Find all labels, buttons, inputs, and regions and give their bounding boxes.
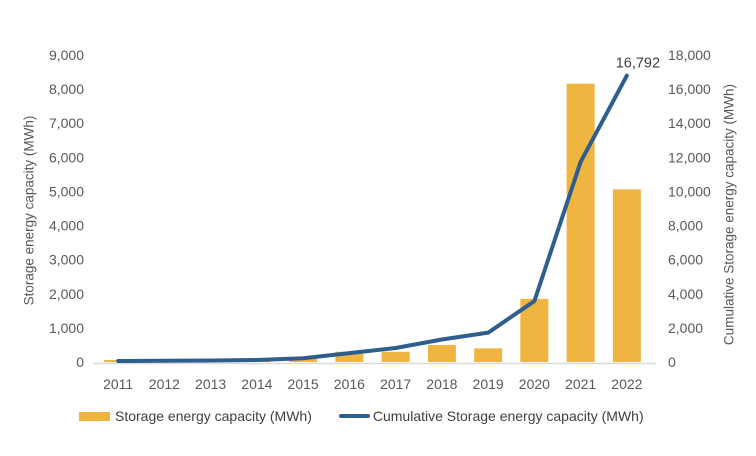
- left-axis-tick: 3,000: [49, 252, 84, 268]
- right-axis-tick: 2,000: [668, 320, 703, 336]
- legend: Storage energy capacity (MWh) Cumulative…: [79, 407, 644, 425]
- right-axis-tick: 4,000: [668, 286, 703, 302]
- right-axis-tick: 6,000: [668, 252, 703, 268]
- legend-item-storage: Storage energy capacity (MWh): [79, 407, 312, 425]
- bar-2016: [335, 351, 364, 362]
- legend-item-cumulative: Cumulative Storage energy capacity (MWh): [338, 407, 644, 425]
- bar-2015: [289, 358, 318, 362]
- left-axis-tick: 7,000: [49, 115, 84, 131]
- x-axis-tick-2020: 2020: [519, 376, 550, 392]
- x-axis-tick-2013: 2013: [195, 376, 226, 392]
- right-axis-tick: 10,000: [668, 183, 711, 199]
- right-axis-tick: 18,000: [668, 47, 711, 63]
- right-axis-tick: 14,000: [668, 115, 711, 131]
- left-axis-tick: 6,000: [49, 149, 84, 165]
- x-axis-tick-2018: 2018: [426, 376, 457, 392]
- x-axis-tick-2014: 2014: [241, 376, 272, 392]
- right-axis-tick: 8,000: [668, 218, 703, 234]
- right-axis-tick: 0: [668, 354, 676, 370]
- x-axis-tick-2017: 2017: [380, 376, 411, 392]
- cumulative-line: [116, 73, 629, 363]
- bar-2018: [427, 344, 456, 362]
- line-end-data-label: 16,792: [616, 56, 660, 72]
- x-axis-tick-2022: 2022: [611, 376, 642, 392]
- right-axis-title: Cumulative Storage energy capacity (MWh): [721, 83, 737, 346]
- x-axis-tick-2021: 2021: [565, 376, 596, 392]
- x-axis-tick-2016: 2016: [334, 376, 365, 392]
- right-axis-tick: 12,000: [668, 149, 711, 165]
- bar-2019: [474, 348, 503, 362]
- x-axis-tick-2012: 2012: [149, 376, 180, 392]
- x-axis-tick-2011: 2011: [103, 376, 133, 392]
- bar-2021: [566, 83, 595, 363]
- line-series-swatch-icon: [338, 414, 370, 418]
- left-axis-tick: 1,000: [49, 320, 84, 336]
- legend-label-cumulative: Cumulative Storage energy capacity (MWh): [372, 408, 644, 424]
- right-axis-tick: 16,000: [668, 81, 711, 97]
- bar-2022: [612, 189, 641, 362]
- left-axis-title: Storage energy capacity (MWh): [21, 115, 37, 306]
- left-axis-tick: 8,000: [49, 81, 84, 97]
- left-axis-tick: 4,000: [49, 218, 84, 234]
- legend-label-storage: Storage energy capacity (MWh): [115, 408, 312, 424]
- x-axis-tick-2015: 2015: [288, 376, 319, 392]
- bar-series-swatch-icon: [79, 411, 110, 421]
- bar-2017: [381, 351, 410, 362]
- left-axis-tick: 0: [76, 354, 84, 370]
- left-axis-tick: 5,000: [49, 183, 84, 199]
- left-axis-tick: 2,000: [49, 286, 84, 302]
- x-axis-tick-2019: 2019: [473, 376, 504, 392]
- left-axis-tick: 9,000: [49, 47, 84, 63]
